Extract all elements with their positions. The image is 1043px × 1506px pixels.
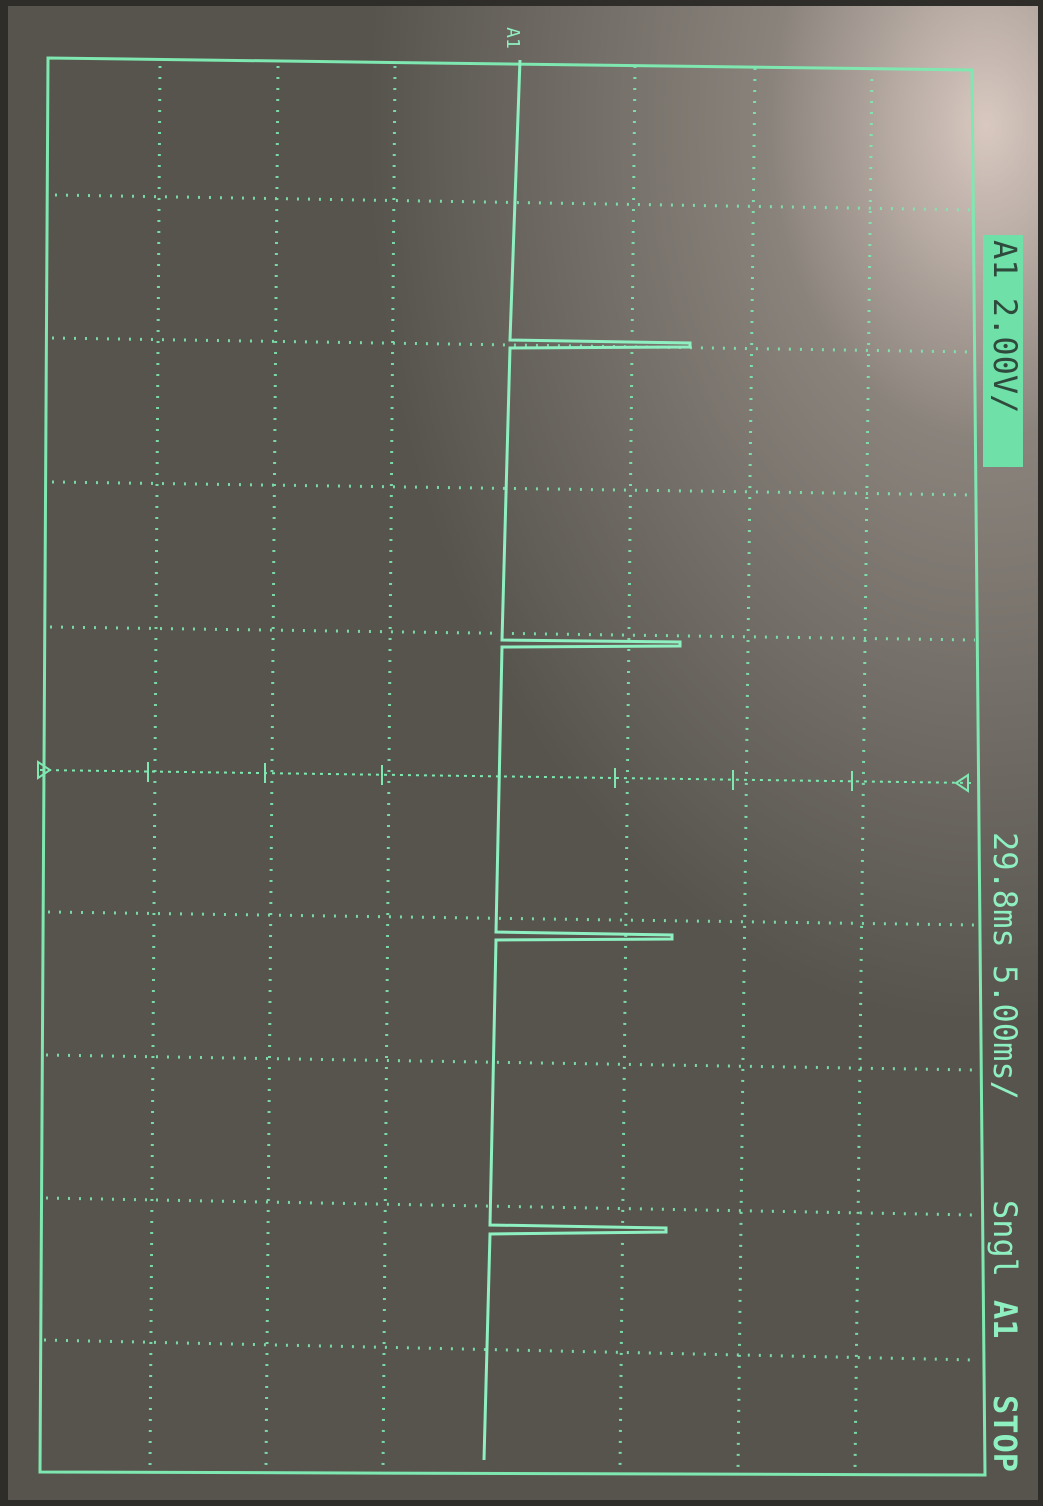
- timebase: 5.00ms/: [986, 965, 1024, 1100]
- run-status: STOP: [986, 1395, 1024, 1472]
- page: A1 A1 2.00V/ 29.8ms 5.00ms/ Sngl A1 STOP…: [0, 0, 1043, 1506]
- trigger-source: A1: [986, 1300, 1024, 1339]
- channel-scale: A1 2.00V/: [986, 240, 1024, 413]
- mode: Sngl: [986, 1200, 1024, 1277]
- ground-marker: A1: [502, 27, 523, 49]
- trigger-time: 29.8ms: [986, 832, 1024, 948]
- oscilloscope-photo: A1 A1 2.00V/ 29.8ms 5.00ms/ Sngl A1 STOP: [0, 0, 1043, 1506]
- screen: [8, 6, 1038, 1500]
